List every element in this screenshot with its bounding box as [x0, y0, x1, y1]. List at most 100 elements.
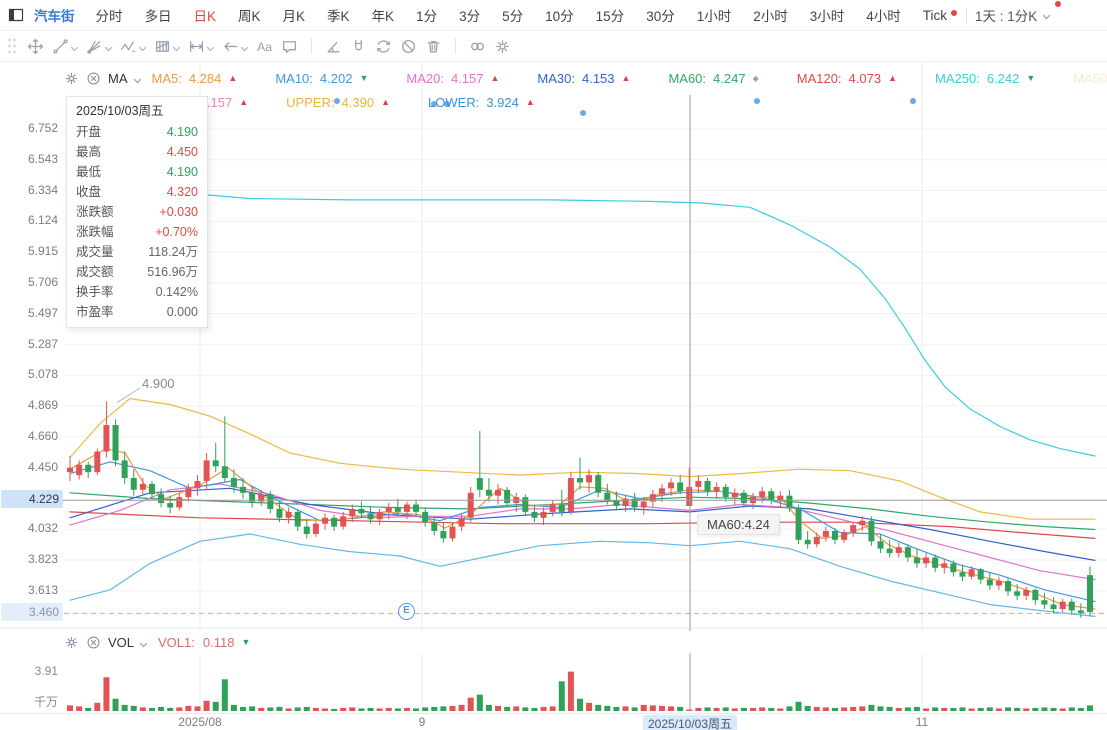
tab-4小时[interactable]: 4小时 — [866, 9, 901, 24]
tab-1分[interactable]: 1分 — [416, 9, 438, 24]
vol-indicator-bar: VOL VOL1: 0.118 ▼ — [0, 631, 1107, 653]
marker-dot[interactable] — [334, 98, 340, 104]
line-BOLL-UPPER — [69, 398, 1096, 520]
tooltip-value: +0.030 — [159, 205, 198, 219]
svg-text:Aa: Aa — [257, 39, 272, 53]
indicator-label: LOWER: — [428, 94, 480, 110]
tab-月K[interactable]: 月K — [282, 9, 306, 24]
flip-tool[interactable] — [371, 35, 396, 57]
y-axis-tick: 3.613 — [27, 582, 58, 597]
symbol-name[interactable]: 汽车街 — [34, 9, 75, 24]
pitchfork-tool[interactable] — [82, 35, 107, 57]
tab-10分[interactable]: 10分 — [545, 9, 574, 24]
indicator-value: 3.924 — [486, 94, 519, 110]
settings-tool[interactable] — [490, 35, 515, 57]
indicator-label: MA5: — [151, 70, 182, 86]
arrow-left-tool[interactable] — [218, 35, 243, 57]
chevron-down-icon[interactable] — [139, 636, 148, 651]
tabs-bar: 汽车街 分时 多日 日K 周K 月K 季K 年K 1分 3分 5分 10分 15分 30分 1小时 2小时 3… — [0, 0, 1107, 31]
tooltip-value: 118.24万 — [148, 245, 198, 259]
indicator-close-icon[interactable] — [86, 71, 101, 86]
tabs-divider — [966, 7, 968, 23]
marker-dot[interactable] — [910, 98, 916, 104]
wave-tool-chevron-icon[interactable] — [138, 39, 147, 57]
marker-dot[interactable] — [431, 101, 437, 107]
move-tool[interactable] — [23, 35, 48, 57]
x-axis-label: 2025/08 — [178, 715, 222, 729]
tab-日K[interactable]: 日K — [193, 9, 217, 24]
ma-indicator-name[interactable]: MA — [108, 70, 128, 86]
ma60-crosshair-tag: MA60:4.24 — [697, 514, 780, 535]
pattern-tool[interactable] — [150, 35, 175, 57]
indicator-settings-icon[interactable] — [64, 71, 79, 86]
event-badge[interactable]: E — [398, 603, 415, 620]
tab-周K[interactable]: 周K — [238, 9, 261, 24]
vol1-label: VOL1: — [158, 634, 195, 650]
tab-多日[interactable]: 多日 — [144, 9, 172, 24]
indicator-value: 4.284 — [188, 70, 222, 86]
ma-lines-layer — [69, 172, 1096, 618]
line-BOLL-LOWER — [69, 533, 1096, 618]
pattern-tool-chevron-icon[interactable] — [172, 39, 181, 57]
measure-tool-chevron-icon[interactable] — [206, 39, 215, 57]
tab-年K[interactable]: 年K — [371, 9, 395, 24]
indicator-ma60: MA60: 4.247 ◆ — [668, 71, 758, 86]
tooltip-label: 收盘 — [76, 185, 102, 199]
tooltip-row: 最低 4.190 — [76, 162, 198, 182]
tab-3分[interactable]: 3分 — [459, 9, 481, 24]
delete-tool[interactable] — [421, 35, 446, 57]
indicator-label: MA60: — [668, 70, 707, 86]
indicator-close-icon[interactable] — [86, 635, 101, 650]
app-window-icon[interactable] — [8, 7, 24, 23]
up-triangle-icon: ▲ — [490, 73, 500, 83]
notification-dot — [1055, 1, 1062, 7]
marker-dot[interactable] — [754, 98, 760, 104]
period-selector-label: 1天 : 1分K — [975, 9, 1038, 24]
wave-tool[interactable] — [116, 35, 141, 57]
y-axis-crosshair-price: 4.229 — [1, 490, 63, 509]
link-tool[interactable] — [465, 35, 490, 57]
hide-tool[interactable] — [396, 35, 421, 57]
indicator-settings-icon[interactable] — [64, 635, 79, 650]
vol-indicator-name[interactable]: VOL — [108, 634, 135, 650]
tab-15分[interactable]: 15分 — [595, 9, 625, 24]
indicator-lower: LOWER: 3.924 ▲ — [428, 95, 535, 110]
grip-handle[interactable] — [7, 37, 16, 55]
tab-3小时[interactable]: 3小时 — [809, 9, 845, 24]
tab-2小时[interactable]: 2小时 — [753, 9, 788, 24]
chevron-down-icon — [1042, 8, 1051, 23]
angle-tool[interactable] — [321, 35, 346, 57]
tooltip-value: 4.190 — [166, 125, 198, 139]
trendline-tool[interactable] — [48, 35, 73, 57]
line-MA120 — [69, 511, 1096, 539]
x-axis-label: 9 — [418, 715, 426, 729]
y-axis-tick: 5.497 — [27, 305, 58, 320]
tab-1小时[interactable]: 1小时 — [696, 9, 732, 24]
y-axis-tick: 5.915 — [27, 244, 58, 259]
tooltip-value: +0.70% — [155, 225, 198, 239]
arrow-left-tool-chevron-icon[interactable] — [240, 39, 249, 57]
price-callout: 4.900 — [142, 376, 175, 391]
y-axis-tick: 6.124 — [27, 213, 58, 228]
chevron-down-icon[interactable] — [133, 72, 142, 87]
magnet-tool[interactable] — [346, 35, 371, 57]
y-axis-tick: 4.450 — [27, 459, 58, 474]
tab-30分[interactable]: 30分 — [646, 9, 675, 24]
trendline-tool-chevron-icon[interactable] — [70, 39, 79, 57]
comment-tool[interactable] — [277, 35, 302, 57]
measure-tool[interactable] — [184, 35, 209, 57]
indicator-upper: UPPER: 4.390 ▲ — [286, 95, 390, 110]
y-axis-tick: 5.287 — [27, 336, 58, 351]
tab-季K[interactable]: 季K — [327, 9, 350, 24]
indicator-label: MA30: — [537, 70, 575, 86]
tab-分时[interactable]: 分时 — [95, 9, 123, 24]
tab-Tick[interactable]: Tick — [912, 8, 958, 23]
period-selector[interactable]: 1天 : 1分K — [975, 1, 1063, 25]
text-tool[interactable]: Aa — [252, 35, 277, 57]
marker-dot[interactable] — [580, 110, 586, 116]
marker-dot[interactable] — [444, 101, 450, 107]
tab-5分[interactable]: 5分 — [502, 9, 524, 24]
chart-canvas[interactable]: MA MA5: 4.284 ▲ MA10: 4.202 ▼ MA20: 4.157 ▲ MA30: 4… — [0, 62, 1107, 730]
tooltip-date: 2025/10/03周五 — [76, 104, 164, 118]
pitchfork-tool-chevron-icon[interactable] — [104, 39, 113, 57]
